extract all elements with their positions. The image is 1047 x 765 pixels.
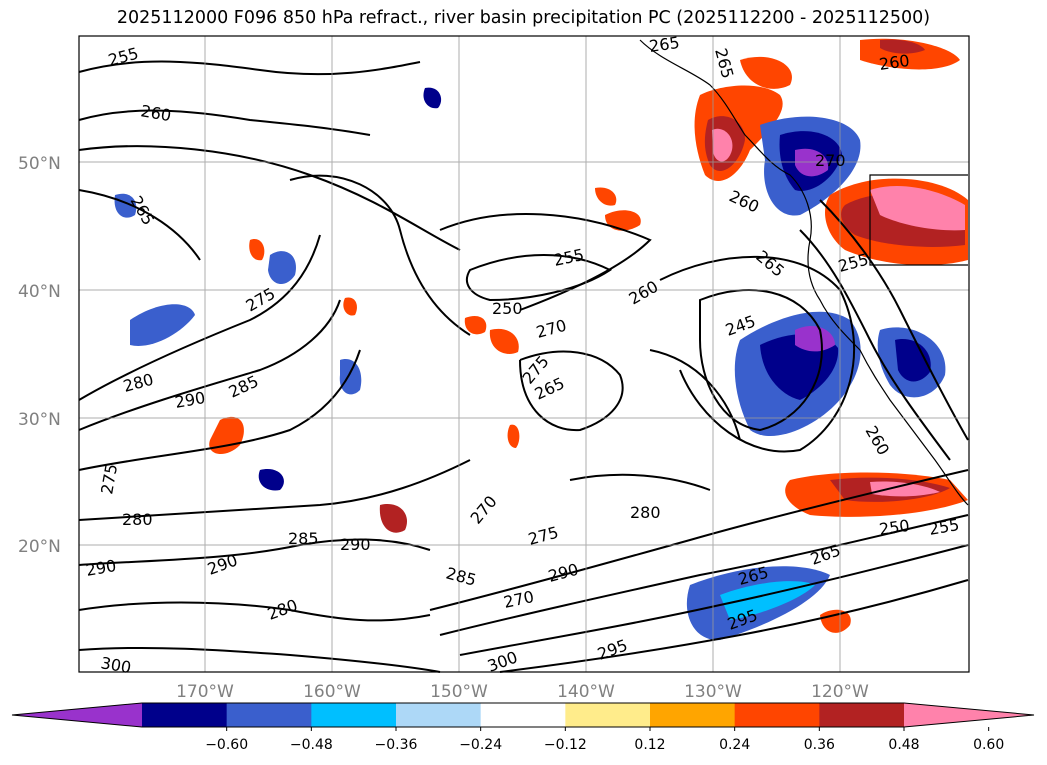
lat-label-40n: 40°N — [18, 282, 61, 302]
colorbar-segment — [311, 703, 397, 727]
colorbar-tick-label: 0.12 — [634, 737, 665, 753]
colorbar-segment — [396, 703, 482, 727]
colorbar-tick-label: −0.12 — [544, 737, 587, 753]
colorbar-tick-label: −0.36 — [375, 737, 418, 753]
contour-label: 265 — [648, 33, 681, 56]
map-title: 2025112000 F096 850 hPa refract., river … — [116, 8, 931, 28]
latitude-labels: 50°N 40°N 30°N 20°N — [18, 154, 61, 557]
colorbar-segment — [142, 703, 228, 727]
colorbar-segment — [734, 703, 820, 727]
precip-shading — [114, 38, 968, 641]
lat-label-30n: 30°N — [18, 410, 61, 430]
contour-label: 280 — [630, 503, 661, 522]
colorbar-segment — [565, 703, 651, 727]
graticule — [79, 36, 969, 672]
lon-label-170w: 170°W — [176, 682, 234, 702]
colorbar: −0.60 −0.48 −0.36 −0.24 −0.12 0.12 0.24 0.36 0.4… — [11, 702, 1035, 753]
colorbar-segment — [819, 703, 905, 727]
contour-label: 260 — [878, 51, 911, 74]
colorbar-tick-label: 0.36 — [804, 737, 835, 753]
contour-label: 270 — [815, 151, 846, 170]
colorbar-segment — [226, 703, 312, 727]
contour-label: 250 — [878, 516, 911, 539]
contour-label: 300 — [99, 653, 132, 677]
contour-label: 290 — [340, 535, 371, 554]
contour-label: 280 — [122, 510, 153, 529]
longitude-labels: 170°W 160°W 150°W 140°W 130°W 120°W — [176, 682, 869, 702]
colorbar-segment — [480, 703, 566, 727]
colorbar-tick-label: 0.24 — [719, 737, 750, 753]
colorbar-tick-label: −0.60 — [205, 737, 248, 753]
colorbar-tick-label: 0.60 — [973, 737, 1004, 753]
lon-label-130w: 130°W — [684, 682, 742, 702]
colorbar-segment — [650, 703, 736, 727]
contour-label: 285 — [288, 529, 319, 548]
colorbar-outline — [11, 702, 1035, 728]
lon-label-160w: 160°W — [303, 682, 361, 702]
lat-label-20n: 20°N — [18, 537, 61, 557]
coastline — [639, 39, 969, 506]
map-panel: 255 260 265 265 270 260 265 260 275 255 … — [78, 33, 970, 677]
colorbar-tick-label: −0.24 — [459, 737, 502, 753]
lon-label-140w: 140°W — [557, 682, 615, 702]
contour-label: 250 — [492, 299, 523, 318]
lon-label-120w: 120°W — [811, 682, 869, 702]
colorbar-extend-high — [904, 703, 1034, 727]
colorbar-extend-low — [12, 703, 142, 727]
lon-label-150w: 150°W — [430, 682, 488, 702]
lat-label-50n: 50°N — [18, 154, 61, 174]
colorbar-tick-label: 0.48 — [888, 737, 919, 753]
colorbar-tick-label: −0.48 — [290, 737, 333, 753]
